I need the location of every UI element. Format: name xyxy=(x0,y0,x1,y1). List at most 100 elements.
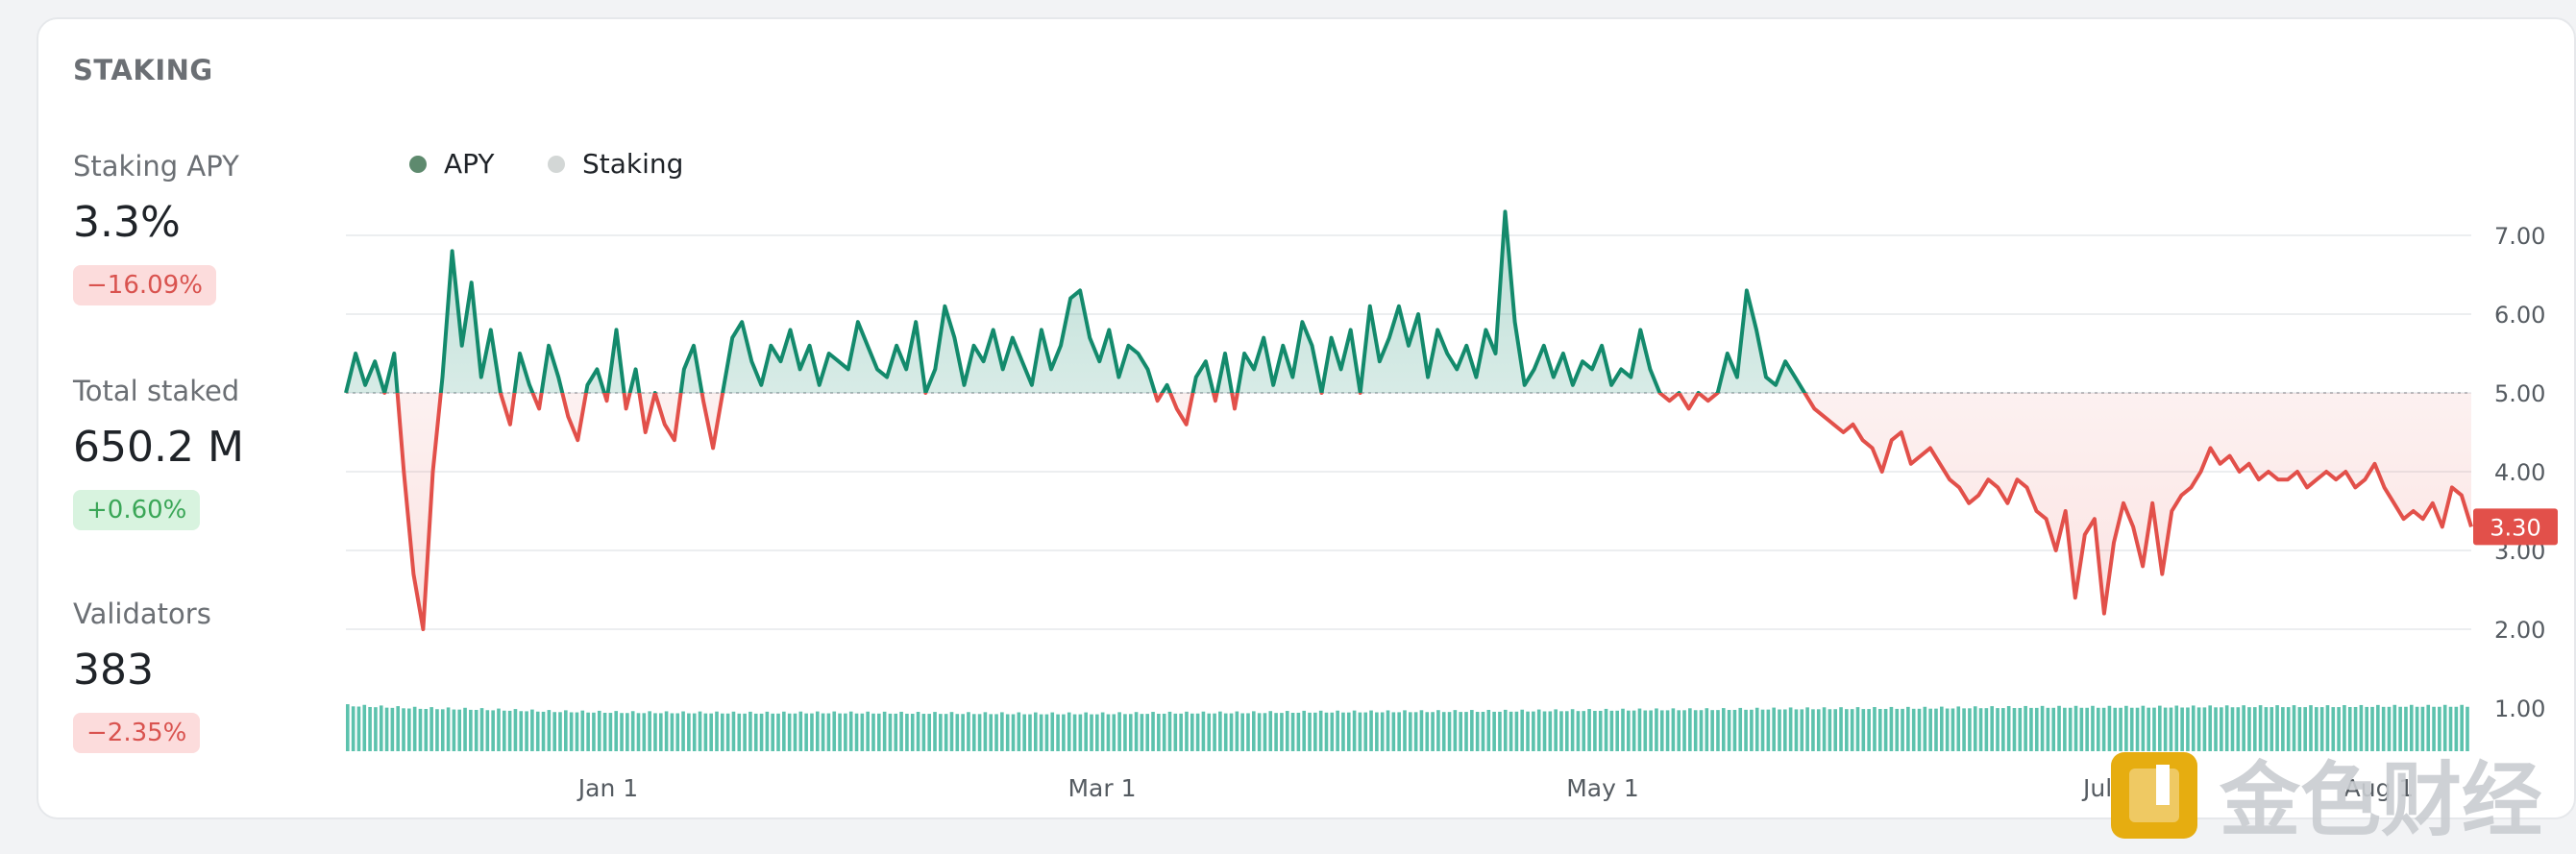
staking-bar xyxy=(497,708,501,751)
staking-bar xyxy=(2224,705,2229,751)
staking-bar xyxy=(1901,708,1904,751)
staking-bar xyxy=(854,713,859,751)
staking-bar xyxy=(1257,713,1262,751)
staking-bar xyxy=(1481,711,1485,751)
staking-bar xyxy=(2315,707,2318,751)
staking-bar xyxy=(939,714,943,751)
staking-bar xyxy=(1090,714,1093,751)
staking-bar xyxy=(1554,709,1558,751)
stat-label-staking-apy: Staking APY xyxy=(73,150,239,183)
staking-bar xyxy=(1889,706,1894,751)
staking-bar xyxy=(725,713,730,751)
staking-bar xyxy=(1213,713,1216,751)
staking-bar xyxy=(379,705,383,751)
staking-bar xyxy=(1363,712,1368,751)
staking-bar xyxy=(1536,709,1541,751)
staking-bar xyxy=(793,713,797,751)
y-tick-label: 5.00 xyxy=(2494,380,2545,407)
staking-bar xyxy=(1716,710,1720,751)
staking-bar xyxy=(2029,707,2033,751)
staking-bar xyxy=(2258,705,2263,751)
staking-bar xyxy=(1000,712,1004,751)
staking-bar xyxy=(2006,706,2011,751)
staking-bar xyxy=(1140,714,1144,751)
staking-bar xyxy=(737,713,742,751)
staking-bar xyxy=(513,709,518,751)
staking-bar xyxy=(479,708,484,751)
staking-bar xyxy=(2191,705,2196,751)
staking-bar xyxy=(838,713,842,751)
staking-bar xyxy=(1520,709,1525,751)
staking-bar xyxy=(2281,707,2285,751)
staking-bar xyxy=(1940,706,1944,751)
staking-bar xyxy=(1498,711,1502,751)
stat-value-validators: 383 xyxy=(73,646,154,695)
staking-bar xyxy=(2303,707,2307,751)
staking-bar xyxy=(525,711,528,751)
staking-bar xyxy=(491,710,495,751)
staking-bar xyxy=(2387,706,2392,751)
staking-bar xyxy=(776,713,780,751)
staking-bar xyxy=(614,711,619,751)
staking-bar xyxy=(1017,712,1021,751)
staking-bar xyxy=(1772,707,1776,751)
staking-bar xyxy=(2001,708,2005,751)
staking-bar xyxy=(2392,704,2397,751)
staking-bar xyxy=(402,708,405,751)
staking-bar xyxy=(971,714,976,751)
staking-bar xyxy=(2370,706,2374,751)
staking-bar xyxy=(961,714,965,751)
staking-bar xyxy=(1050,712,1055,751)
staking-bar xyxy=(1990,706,1994,751)
staking-bar xyxy=(1962,708,1966,751)
staking-bar xyxy=(2034,707,2039,751)
staking-bar xyxy=(1324,712,1329,751)
stat-label-validators: Validators xyxy=(73,598,211,630)
staking-bar xyxy=(2202,707,2207,751)
x-tick-label: Jan 1 xyxy=(577,774,638,802)
staking-bar xyxy=(1950,708,1955,751)
staking-bar xyxy=(1956,706,1961,751)
staking-bar xyxy=(1984,708,1989,751)
staking-bar xyxy=(586,712,590,751)
staking-bar xyxy=(664,711,669,751)
staking-bar xyxy=(1677,710,1681,751)
staking-bar xyxy=(507,710,512,751)
staking-bar xyxy=(569,712,574,751)
apy-line-above-baseline xyxy=(344,209,1807,393)
staking-bar xyxy=(1207,713,1212,751)
staking-bar xyxy=(826,713,831,751)
staking-bar xyxy=(1721,708,1726,751)
staking-bar xyxy=(1028,714,1032,751)
staking-bar xyxy=(1794,709,1799,751)
staking-bar xyxy=(2398,706,2402,751)
staking-bar xyxy=(698,711,702,751)
staking-bar xyxy=(580,710,585,751)
legend-item-apy[interactable]: APY xyxy=(409,148,495,180)
staking-bar xyxy=(1072,714,1077,751)
staking-bar xyxy=(1649,710,1653,751)
staking-bar xyxy=(1968,708,1972,751)
staking-bar xyxy=(1280,713,1284,751)
staking-bar xyxy=(429,707,433,751)
staking-bar xyxy=(368,706,372,751)
staking-bar xyxy=(2063,707,2067,751)
staking-bar xyxy=(2359,704,2364,751)
staking-bar xyxy=(1336,710,1339,751)
staking-bar xyxy=(1778,709,1781,751)
staking-bar xyxy=(955,714,960,751)
staking-bar xyxy=(1475,712,1480,751)
staking-bar xyxy=(1783,709,1787,751)
change-badge-total-staked: +0.60% xyxy=(73,490,201,530)
staking-bar xyxy=(1185,711,1189,751)
staking-bar xyxy=(1895,708,1900,751)
staking-bar xyxy=(844,713,847,751)
staking-bar xyxy=(1352,710,1357,751)
staking-bar xyxy=(2129,707,2134,751)
staking-bar xyxy=(1598,710,1603,751)
staking-bar xyxy=(933,712,937,751)
legend-item-staking[interactable]: Staking xyxy=(548,148,683,180)
staking-bar xyxy=(2096,707,2100,751)
staking-bar xyxy=(446,707,451,751)
